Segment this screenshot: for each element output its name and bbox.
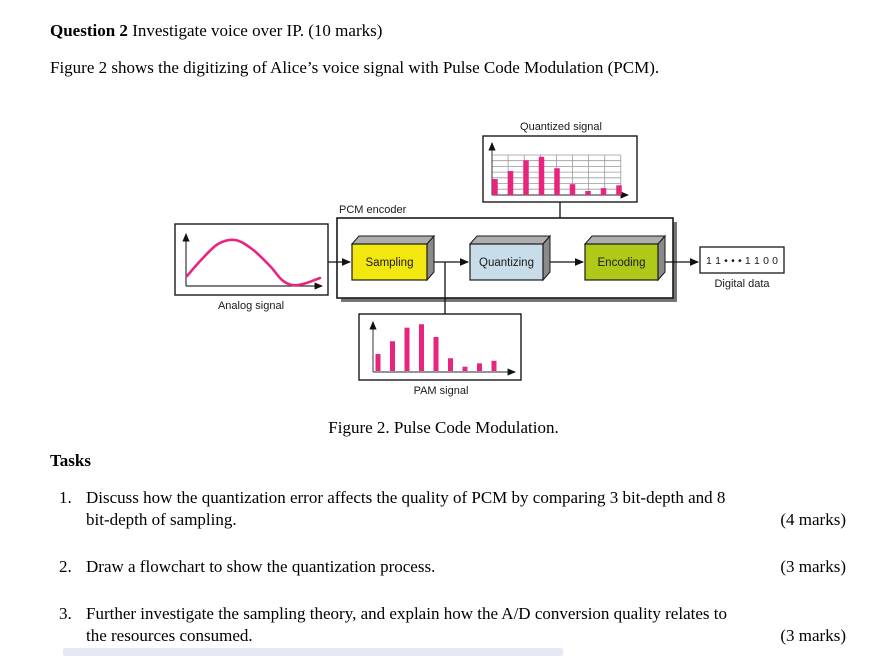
cropped-highlight-band: [63, 648, 563, 656]
quantizing-block-face: [469, 243, 544, 281]
pcm-encoder-label: PCM encoder: [339, 204, 407, 216]
pam-signal-box: [358, 313, 522, 381]
pam-signal-label: PAM signal: [414, 385, 469, 397]
task-item-3: 3. Further investigate the sampling theo…: [59, 603, 846, 647]
pam-bars: [375, 324, 497, 371]
task-line: Discuss how the quantization error affec…: [86, 488, 726, 507]
task-line: Further investigate the sampling theory,…: [86, 604, 727, 623]
sampling-block: Sampling: [350, 234, 436, 282]
encoding-block-top: [583, 235, 667, 245]
pcm-figure: Quantized signal PCM encoder: [174, 121, 785, 397]
task-text: Discuss how the quantization error affec…: [86, 487, 846, 531]
task-marks: (4 marks): [780, 510, 846, 529]
task-item-1: 1. Discuss how the quantization error af…: [59, 487, 846, 531]
task-line: the resources consumed.: [86, 626, 253, 645]
task-text: Draw a flowchart to show the quantizatio…: [86, 556, 846, 578]
encoding-label: Encoding: [598, 257, 646, 269]
quantized-signal-label: Quantized signal: [520, 121, 602, 133]
analog-waveform: [185, 238, 322, 287]
task-number: 1.: [59, 488, 72, 507]
quantizing-block-side: [542, 234, 551, 282]
task-item-2: 2. Draw a flowchart to show the quantiza…: [59, 556, 846, 578]
task-line: bit-depth of sampling.: [86, 510, 237, 529]
quantizing-label: Quantizing: [479, 257, 534, 269]
quantized-signal-panel: Quantized signal: [482, 121, 638, 262]
question-title: Investigate voice over IP. (10 marks): [127, 21, 383, 40]
digital-data-label: Digital data: [714, 278, 770, 290]
digital-bits-text: 1 1 • • • 1 1 0 0: [706, 255, 778, 267]
digital-data-box: [699, 246, 785, 274]
analog-signal-panel: Analog signal: [174, 223, 329, 312]
sampling-block-top: [350, 235, 436, 245]
task-number: 2.: [59, 557, 72, 576]
sampling-block-side: [426, 234, 435, 282]
tasks-heading: Tasks: [50, 451, 91, 470]
quantizing-block-top: [468, 235, 552, 245]
intro-paragraph: Figure 2 shows the digitizing of Alice’s…: [50, 58, 660, 77]
sampling-block-face: [351, 243, 428, 281]
encoding-block: Encoding: [583, 234, 667, 282]
encoding-block-face: [584, 243, 659, 281]
quantizing-block: Quantizing: [468, 234, 552, 282]
task-text: Further investigate the sampling theory,…: [86, 603, 846, 647]
task-line: Draw a flowchart to show the quantizatio…: [86, 557, 436, 576]
pam-signal-panel: PAM signal: [358, 313, 522, 397]
task-number: 3.: [59, 604, 72, 623]
quantized-signal-box: [482, 135, 638, 203]
task-marks: (3 marks): [780, 557, 846, 576]
question-heading: Question 2 Investigate voice over IP. (1…: [50, 20, 382, 42]
analog-signal-label: Analog signal: [218, 300, 284, 312]
quantized-bars: [492, 156, 622, 195]
digital-data-output: 1 1 • • • 1 1 0 0 Digital data: [699, 246, 785, 290]
sampling-label: Sampling: [366, 257, 414, 269]
task-marks: (3 marks): [780, 626, 846, 645]
question-number: Question 2: [50, 21, 128, 40]
figure-caption: Figure 2. Pulse Code Modulation.: [328, 418, 559, 437]
encoding-block-side: [657, 234, 666, 282]
